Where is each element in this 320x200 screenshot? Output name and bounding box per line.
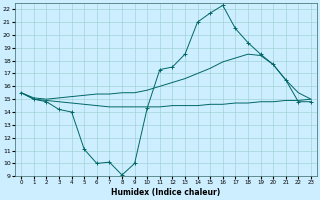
X-axis label: Humidex (Indice chaleur): Humidex (Indice chaleur) xyxy=(111,188,221,197)
